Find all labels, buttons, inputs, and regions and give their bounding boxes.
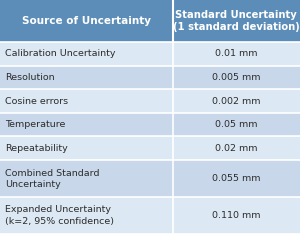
Text: 0.05 mm: 0.05 mm [215,120,257,129]
Bar [0,66,300,89]
Text: Combined Standard
Uncertainty: Combined Standard Uncertainty [5,168,100,189]
Text: Expanded Uncertainty
(k=2, 95% confidence): Expanded Uncertainty (k=2, 95% confidenc… [5,205,114,226]
Bar [0,160,300,197]
Bar [0,42,300,66]
Text: Source of Uncertainty: Source of Uncertainty [22,16,151,26]
Bar [0,197,300,234]
Text: 0.110 mm: 0.110 mm [212,211,260,220]
Text: 0.002 mm: 0.002 mm [212,97,260,106]
Text: Repeatability: Repeatability [5,144,68,153]
Text: Temperature: Temperature [5,120,65,129]
Bar [0,113,300,136]
Text: 0.055 mm: 0.055 mm [212,174,260,183]
Bar [0,136,300,160]
Bar [0,0,300,42]
Text: Standard Uncertainty
(1 standard deviation): Standard Uncertainty (1 standard deviati… [173,10,300,32]
Text: Calibration Uncertainty: Calibration Uncertainty [5,49,115,58]
Text: 0.005 mm: 0.005 mm [212,73,260,82]
Text: Resolution: Resolution [5,73,55,82]
Bar [0,89,300,113]
Text: Cosine errors: Cosine errors [5,97,68,106]
Text: 0.02 mm: 0.02 mm [215,144,257,153]
Text: 0.01 mm: 0.01 mm [215,49,257,58]
